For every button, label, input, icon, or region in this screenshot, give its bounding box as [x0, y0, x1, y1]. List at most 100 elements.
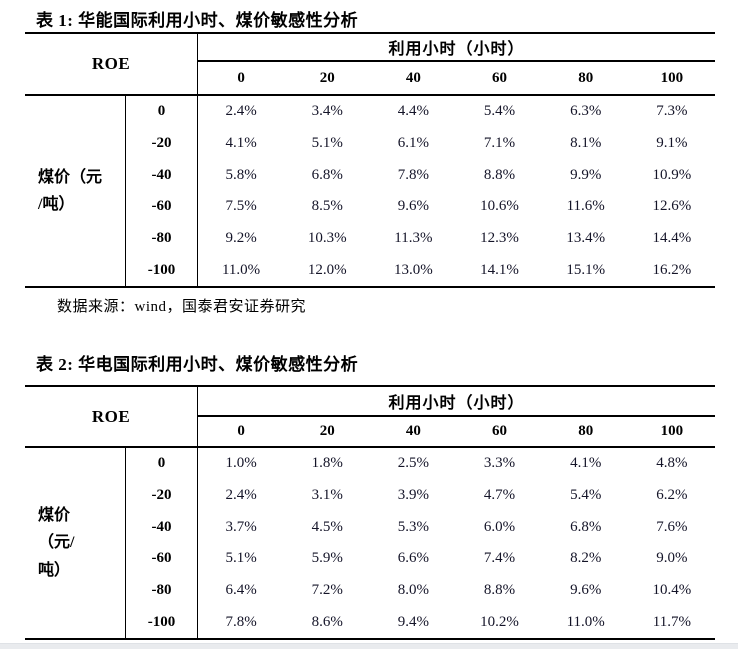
table1-huaneng-sensitivity: ROE 利用小时（小时） 0 20 40 60 80 100 煤价（元 /吨） … — [25, 32, 715, 288]
table1-cell: 12.6% — [652, 198, 692, 215]
table2-row-header: -40 — [126, 511, 198, 543]
page-bottom-divider — [0, 643, 738, 649]
table1-col-header-80: 80 — [542, 62, 629, 96]
table1-cell: 10.9% — [652, 166, 692, 183]
table2-cell: 9.4% — [397, 613, 430, 630]
table2-row-header: -20 — [126, 479, 198, 512]
table1-cell: 9.9% — [570, 166, 602, 183]
table1-col-header-100: 100 — [628, 62, 715, 96]
table2-cell: 6.6% — [397, 550, 430, 567]
table1-title: 表 1: 华能国际利用小时、煤价敏感性分析 — [36, 11, 359, 30]
table2-row-header: -60 — [126, 542, 198, 575]
table1-row-header: -60 — [126, 190, 198, 223]
table1-cell: 14.4% — [652, 229, 692, 246]
table1-roe-header: ROE — [25, 34, 198, 96]
table2-cell: 6.2% — [656, 486, 688, 503]
table1-cell: 11.3% — [394, 229, 433, 246]
table2-cell: 11.0% — [566, 613, 605, 630]
table2-cell: 7.2% — [311, 581, 343, 598]
table2-cell: 4.5% — [311, 518, 343, 535]
table1-cell: 11.0% — [221, 261, 261, 278]
table1-cell: 9.1% — [656, 134, 688, 151]
table2-cell: 8.0% — [397, 581, 430, 598]
table1-cell: 14.1% — [480, 261, 519, 278]
table1-cell: 8.1% — [570, 134, 602, 151]
table2-cell: 11.7% — [652, 613, 691, 630]
table1-cell: 5.1% — [311, 134, 343, 151]
table2-huadian-sensitivity: ROE 利用小时（小时） 0 20 40 60 80 100 煤价 （元/ 吨）… — [25, 385, 715, 640]
table1-coal-price-axis-label: 煤价（元 /吨） — [25, 96, 126, 286]
table2-cell: 5.4% — [570, 486, 602, 503]
table1-cell: 2.4% — [225, 103, 257, 120]
table2-cell: 3.9% — [397, 486, 430, 503]
table1-cell: 9.6% — [397, 198, 430, 215]
table1-data-source: 数据来源：wind，国泰君安证券研究 — [57, 299, 307, 315]
table1-col-header-0: 0 — [198, 62, 285, 96]
table1-cell: 8.8% — [483, 166, 516, 183]
table1-cell: 13.4% — [566, 229, 606, 246]
table2-row-header: -100 — [126, 606, 198, 638]
table1-cell: 4.4% — [397, 103, 430, 120]
table2-cell: 8.8% — [483, 581, 516, 598]
table2-roe-header: ROE — [25, 387, 198, 448]
table1-row-header: -20 — [126, 127, 198, 160]
table2-coal-price-axis-label: 煤价 （元/ 吨） — [25, 448, 126, 638]
table2-col-header-100: 100 — [628, 417, 715, 448]
table1-cell: 12.3% — [480, 229, 519, 246]
table1-cell: 10.3% — [307, 229, 347, 246]
table2-utilization-hours-header: 利用小时（小时） — [198, 387, 715, 417]
table1-cell: 13.0% — [394, 261, 433, 278]
table1-cell: 7.5% — [225, 198, 257, 215]
table2-cell: 3.7% — [225, 518, 257, 535]
table2-cell: 9.6% — [570, 581, 602, 598]
table1-cell: 10.6% — [480, 198, 519, 215]
table2-col-header-20: 20 — [284, 417, 371, 448]
table2-cell: 4.7% — [483, 486, 516, 503]
table2-cell: 5.3% — [397, 518, 430, 535]
table2-cell: 9.0% — [656, 550, 688, 567]
table1-cell: 8.5% — [311, 198, 343, 215]
table2-cell: 7.4% — [483, 550, 516, 567]
table1-cell: 7.1% — [483, 134, 516, 151]
table2-cell: 3.1% — [311, 486, 343, 503]
table1-cell: 3.4% — [311, 103, 343, 120]
table1-utilization-hours-header: 利用小时（小时） — [198, 34, 715, 62]
table1-row-header: -80 — [126, 222, 198, 255]
table2-cell: 4.1% — [570, 455, 602, 472]
table1-col-header-20: 20 — [284, 62, 371, 96]
table2-cell: 8.6% — [311, 613, 343, 630]
table1-cell: 6.1% — [397, 134, 430, 151]
table1-row-header: -40 — [126, 159, 198, 191]
table1-cell: 7.8% — [397, 166, 430, 183]
table2-cell: 6.4% — [225, 581, 257, 598]
table1-cell: 11.6% — [566, 198, 605, 215]
table2-cell: 1.8% — [311, 455, 343, 472]
table2-col-header-0: 0 — [198, 417, 285, 448]
table1-cell: 6.8% — [311, 166, 343, 183]
table2-cell: 2.4% — [225, 486, 257, 503]
table2-cell: 6.8% — [570, 518, 602, 535]
table1-row-header: 0 — [126, 96, 198, 128]
table2-cell: 4.8% — [656, 455, 688, 472]
table2-cell: 10.2% — [480, 613, 519, 630]
table2-row-header: 0 — [126, 448, 198, 480]
table2-col-header-40: 40 — [370, 417, 457, 448]
table1-cell: 7.3% — [656, 103, 688, 120]
table1-cell: 16.2% — [652, 261, 692, 278]
table2-cell: 3.3% — [483, 455, 516, 472]
table1-cell: 4.1% — [225, 134, 257, 151]
table1-cell: 9.2% — [225, 229, 257, 246]
table1-row-header: -100 — [126, 254, 198, 286]
table2-title: 表 2: 华电国际利用小时、煤价敏感性分析 — [36, 355, 359, 374]
table2-cell: 5.9% — [311, 550, 343, 567]
table1-col-header-60: 60 — [456, 62, 543, 96]
table2-row-header: -80 — [126, 574, 198, 607]
table1-col-header-40: 40 — [370, 62, 457, 96]
table2-cell: 6.0% — [483, 518, 516, 535]
table1-cell: 12.0% — [307, 261, 347, 278]
table1-cell: 6.3% — [570, 103, 602, 120]
table2-col-header-80: 80 — [542, 417, 629, 448]
table1-cell: 5.4% — [483, 103, 516, 120]
table2-cell: 7.6% — [656, 518, 688, 535]
